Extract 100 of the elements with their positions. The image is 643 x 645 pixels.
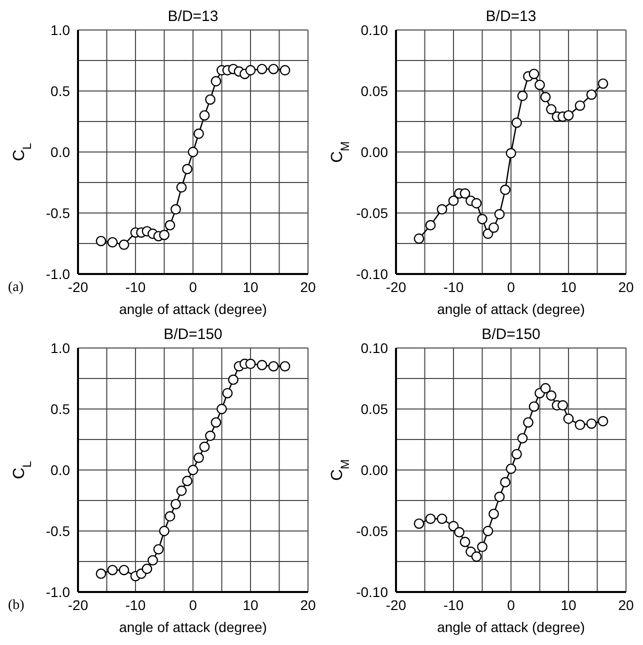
point	[540, 92, 551, 102]
y-tick-label: 0.05	[360, 400, 388, 417]
point	[268, 361, 279, 372]
x-tick-label: -10	[443, 596, 464, 613]
point	[280, 361, 290, 372]
x-tick-label: 10	[242, 278, 258, 295]
y-tick-label: 0.10	[360, 340, 388, 356]
point	[460, 536, 470, 548]
point	[164, 220, 176, 230]
x-tick-label: -20	[386, 596, 406, 613]
point	[546, 390, 556, 401]
point	[482, 526, 494, 536]
point	[563, 414, 574, 424]
point	[414, 518, 424, 529]
point	[96, 236, 106, 246]
chart-title: B/D=150	[482, 326, 540, 343]
y-tick-label: -0.5	[46, 204, 70, 221]
point	[460, 188, 470, 199]
text: (a)	[8, 280, 24, 296]
point	[546, 104, 556, 114]
point	[182, 476, 192, 486]
point	[574, 420, 586, 430]
point	[256, 360, 268, 370]
point	[523, 417, 534, 428]
y-tick-label: 0.0	[50, 462, 70, 478]
x-axis-title: angle of attack (degree)	[437, 619, 585, 635]
point	[148, 555, 158, 566]
point	[268, 64, 279, 74]
x-tick-label: 0	[507, 596, 516, 613]
x-tick-label: -20	[68, 596, 88, 613]
x-tick-label: 20	[618, 278, 634, 295]
point	[500, 184, 510, 196]
y-tick-label: 1.0	[50, 340, 70, 356]
point	[598, 416, 608, 426]
point	[153, 544, 164, 554]
point	[188, 464, 198, 476]
point	[517, 433, 528, 444]
point	[425, 514, 436, 524]
point	[454, 527, 464, 538]
point	[534, 80, 545, 90]
point	[494, 492, 505, 502]
point	[471, 198, 482, 208]
point	[142, 564, 152, 574]
point	[199, 442, 210, 452]
point	[256, 64, 268, 74]
point	[176, 182, 187, 193]
point	[205, 94, 216, 105]
point	[586, 89, 597, 100]
y-tick-label: -0.10	[356, 584, 388, 600]
point	[436, 514, 448, 524]
point	[210, 417, 222, 428]
x-tick-label: 20	[300, 278, 316, 295]
point	[170, 204, 181, 215]
point	[563, 110, 574, 121]
x-tick-label: 0	[507, 278, 516, 295]
x-tick-label: -10	[125, 278, 146, 295]
point	[477, 542, 488, 552]
y-tick-label: 0.5	[50, 82, 70, 99]
point	[488, 508, 499, 520]
x-tick-label: -20	[386, 278, 406, 295]
point	[448, 196, 459, 206]
point	[528, 401, 540, 412]
point	[170, 498, 181, 510]
x-tick-label: 0	[189, 278, 198, 295]
point	[159, 230, 170, 240]
point	[512, 448, 522, 460]
x-tick-label: -20	[68, 278, 88, 295]
point	[222, 388, 233, 398]
y-tick-label: 0.10	[360, 22, 388, 38]
x-tick-label: 20	[618, 596, 634, 613]
point	[245, 65, 256, 76]
y-tick-label: -0.10	[356, 266, 388, 282]
point	[517, 90, 528, 102]
y-tick-label: 0.5	[50, 400, 70, 417]
y-tick-label: 0.0	[50, 144, 70, 160]
point	[194, 128, 204, 139]
y-tick-label: -0.05	[356, 522, 388, 539]
point	[482, 228, 494, 239]
point	[182, 164, 192, 174]
point	[118, 240, 130, 250]
point	[528, 68, 540, 80]
y-tick-label: 0.00	[360, 144, 388, 160]
point	[506, 464, 516, 474]
point	[216, 404, 227, 414]
x-tick-label: 10	[560, 278, 576, 295]
x-tick-label: -10	[443, 278, 464, 295]
point	[598, 78, 608, 89]
point	[425, 220, 436, 230]
point	[448, 520, 459, 532]
y-tick-label: -1.0	[46, 584, 70, 600]
x-tick-label: -10	[125, 596, 146, 613]
point	[164, 511, 176, 522]
y-tick-label: 0.00	[360, 462, 388, 478]
point	[586, 418, 597, 429]
point	[96, 568, 106, 579]
y-tick-label: 1.0	[50, 22, 70, 38]
x-axis-title: angle of attack (degree)	[119, 301, 267, 317]
point	[188, 146, 198, 158]
point	[210, 76, 222, 86]
point	[436, 204, 448, 215]
